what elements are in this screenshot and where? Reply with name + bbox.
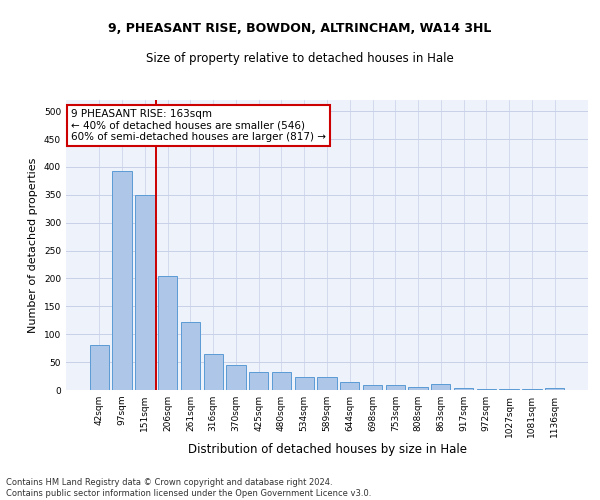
Bar	[499, 389, 519, 390]
Bar	[522, 389, 542, 390]
Bar	[203, 354, 223, 390]
X-axis label: Distribution of detached houses by size in Hale: Distribution of detached houses by size …	[187, 442, 467, 456]
Bar	[249, 372, 268, 390]
Y-axis label: Number of detached properties: Number of detached properties	[28, 158, 38, 332]
Bar	[135, 195, 155, 390]
Bar	[409, 386, 428, 390]
Bar	[112, 172, 132, 390]
Text: 9 PHEASANT RISE: 163sqm
← 40% of detached houses are smaller (546)
60% of semi-d: 9 PHEASANT RISE: 163sqm ← 40% of detache…	[71, 108, 326, 142]
Bar	[431, 384, 451, 390]
Bar	[295, 377, 314, 390]
Bar	[340, 382, 359, 390]
Bar	[476, 389, 496, 390]
Bar	[386, 385, 405, 390]
Bar	[181, 322, 200, 390]
Bar	[454, 388, 473, 390]
Text: 9, PHEASANT RISE, BOWDON, ALTRINCHAM, WA14 3HL: 9, PHEASANT RISE, BOWDON, ALTRINCHAM, WA…	[109, 22, 491, 35]
Bar	[363, 385, 382, 390]
Text: Contains HM Land Registry data © Crown copyright and database right 2024.
Contai: Contains HM Land Registry data © Crown c…	[6, 478, 371, 498]
Bar	[158, 276, 178, 390]
Text: Size of property relative to detached houses in Hale: Size of property relative to detached ho…	[146, 52, 454, 65]
Bar	[226, 366, 245, 390]
Bar	[272, 372, 291, 390]
Bar	[317, 377, 337, 390]
Bar	[545, 388, 564, 390]
Bar	[90, 346, 109, 390]
